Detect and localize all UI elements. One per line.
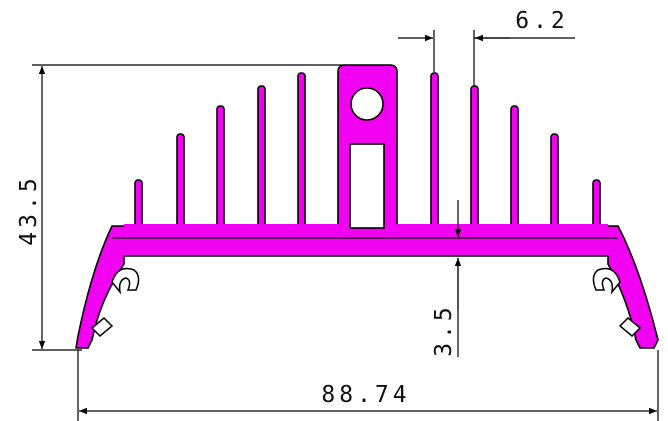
fin-9 — [550, 133, 559, 229]
right-clip — [592, 267, 621, 295]
fin-10 — [592, 179, 601, 229]
left-foot — [90, 316, 114, 338]
right-foot — [618, 316, 642, 338]
pitch-dimension-label: 6.2 — [515, 8, 569, 34]
fin-6 — [430, 72, 439, 229]
fin-1 — [134, 179, 143, 229]
left-clip — [111, 267, 140, 295]
fin-7 — [470, 85, 479, 229]
fin-3 — [216, 105, 225, 229]
thickness-dimension-label: 3.5 — [431, 303, 457, 357]
height-dimension-label: 43.5 — [16, 174, 42, 245]
clip-features — [90, 267, 642, 338]
fin-4 — [257, 85, 266, 229]
fin-5 — [297, 72, 306, 229]
width-dimension-label: 88.74 — [321, 382, 410, 408]
boss-features — [349, 87, 385, 229]
slot-cutout — [349, 143, 385, 229]
dimension-lines — [32, 30, 659, 421]
fin-8 — [510, 105, 519, 229]
fin-2 — [176, 133, 185, 229]
base-plate — [75, 225, 659, 349]
screw-hole — [350, 87, 384, 121]
